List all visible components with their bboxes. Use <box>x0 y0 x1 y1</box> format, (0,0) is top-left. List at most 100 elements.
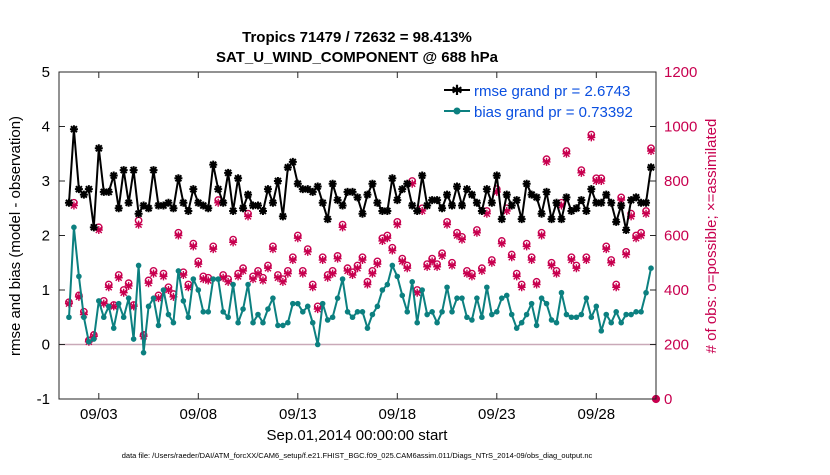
obs-assimilated-marker <box>552 269 561 278</box>
obs-assimilated-marker <box>423 262 432 271</box>
rmse-point <box>467 190 476 199</box>
obs-assimilated-marker <box>154 294 163 303</box>
bias-point <box>608 319 615 326</box>
bias-point <box>359 309 366 315</box>
obs-assimilated-marker <box>363 280 372 289</box>
bias-point <box>553 319 560 326</box>
bias-point <box>200 309 207 315</box>
rmse-point <box>512 196 521 205</box>
obs-assimilated-marker <box>94 226 103 235</box>
rmse-point <box>219 198 228 207</box>
obs-assimilated-marker <box>617 196 626 205</box>
obs-assimilated-marker <box>497 239 506 248</box>
obs-assimilated-marker <box>348 271 357 280</box>
rmse-point <box>318 198 327 207</box>
rmse-point <box>139 201 148 210</box>
y-tick-label: 3 <box>42 173 50 190</box>
obs-assimilated-marker <box>184 283 193 292</box>
obs-assimilated-marker <box>323 273 332 282</box>
rmse-point <box>293 179 302 188</box>
obs-assimilated-marker <box>219 273 228 282</box>
bias-point <box>379 287 386 293</box>
bias-point <box>503 292 510 299</box>
rmse-point <box>308 187 317 196</box>
bias-point <box>96 298 102 304</box>
rmse-point <box>383 206 392 215</box>
y2-tick-label: 200 <box>664 337 689 354</box>
bias-point <box>260 319 266 326</box>
bias-point <box>275 322 281 329</box>
obs-assimilated-marker <box>74 292 83 301</box>
obs-assimilated-marker <box>333 254 342 263</box>
obs-assimilated-marker <box>144 279 153 288</box>
rmse-point <box>278 212 287 221</box>
bias-point <box>86 338 92 345</box>
obs-assimilated-marker <box>597 177 606 185</box>
rmse-point <box>572 204 581 213</box>
bias-point <box>304 303 311 310</box>
rmse-point <box>453 182 461 191</box>
rmse-point <box>557 215 566 224</box>
legend-label-bias: bias grand pr = 0.73392 <box>474 104 633 121</box>
bias-point <box>100 314 107 321</box>
obs-assimilated-marker <box>189 242 198 251</box>
y-tick-label: 5 <box>42 64 50 81</box>
rmse-point <box>348 187 357 196</box>
rmse-point <box>134 209 143 218</box>
bias-point <box>150 295 157 301</box>
obs-assimilated-marker <box>383 234 392 243</box>
obs-assimilated-marker <box>393 220 402 229</box>
obs-assimilated-marker <box>627 212 636 221</box>
bias-point <box>299 309 306 315</box>
obs-assimilated-marker <box>572 264 581 273</box>
rmse-point <box>647 163 656 172</box>
obs-assimilated-marker <box>373 260 382 269</box>
bias-point <box>314 341 321 348</box>
rmse-point <box>517 215 526 224</box>
rmse-point <box>363 190 372 199</box>
rmse-point <box>229 206 238 215</box>
rmse-point <box>612 217 621 226</box>
bias-point <box>613 309 619 315</box>
rmse-point <box>179 198 188 207</box>
rmse-point <box>622 226 631 235</box>
bias-point <box>250 319 256 326</box>
rmse-point <box>542 187 551 196</box>
obs-assimilated-marker <box>204 276 213 285</box>
y-tick-label: 4 <box>42 119 50 136</box>
y-tick-label: 0 <box>42 337 50 354</box>
y2-tick-label: 600 <box>664 228 689 245</box>
obs-assimilated-marker <box>403 264 412 273</box>
obs-assimilated-marker <box>527 256 536 265</box>
rmse-point <box>184 206 193 215</box>
obs-assimilated-marker <box>199 275 208 284</box>
obs-assimilated-marker <box>388 246 397 255</box>
obs-assimilated-marker <box>104 283 113 292</box>
bias-point <box>140 349 147 356</box>
rmse-point <box>532 193 541 202</box>
rmse-point <box>114 204 123 213</box>
bias-point <box>638 309 644 315</box>
bias-point <box>459 295 465 301</box>
bias-point <box>210 276 217 282</box>
rmse-point <box>413 206 422 215</box>
obs-assimilated-marker <box>278 277 287 286</box>
bias-point <box>265 306 271 312</box>
obs-assimilated-marker <box>418 206 427 215</box>
bias-point <box>220 309 226 315</box>
obs-assimilated-marker <box>209 245 218 254</box>
obs-assimilated-marker <box>159 272 168 281</box>
bias-point <box>91 336 97 342</box>
x-tick-label: 09/03 <box>80 406 118 423</box>
obs-assimilated-marker <box>532 280 541 289</box>
rmse-point <box>617 201 626 210</box>
rmse-point <box>443 190 452 199</box>
rmse-point <box>263 185 272 194</box>
obs-assimilated-marker <box>328 269 337 278</box>
rmse-point <box>403 179 412 188</box>
bias-point <box>115 300 122 307</box>
bias-point <box>618 319 624 326</box>
obs-assimilated-marker <box>632 234 641 243</box>
